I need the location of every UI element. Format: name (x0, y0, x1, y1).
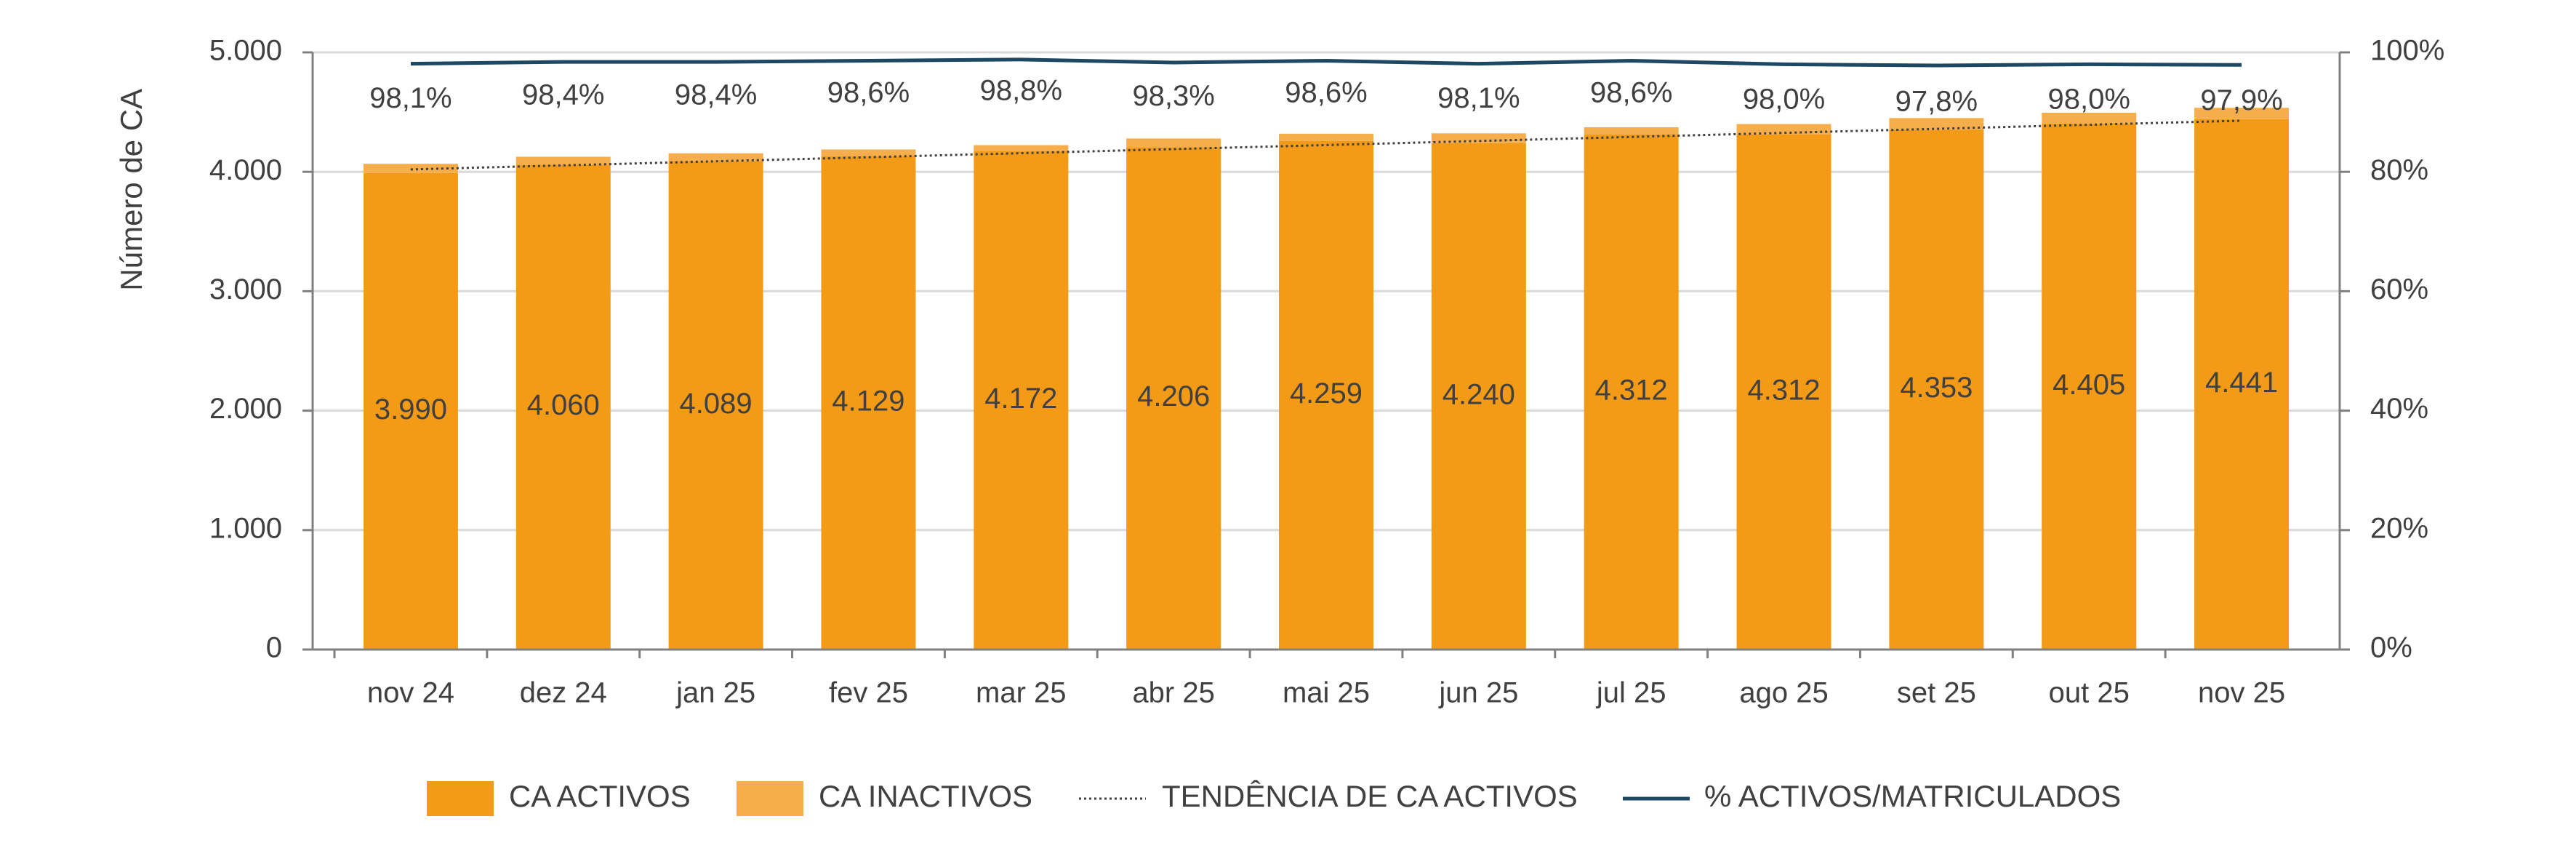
bar-ca-inactivos (821, 149, 916, 157)
y2-tick-label: 80% (2370, 154, 2428, 186)
bar-ca-inactivos (1889, 118, 1984, 130)
bar-ca-activos (2194, 119, 2290, 650)
y2-tick-label: 0% (2370, 632, 2412, 664)
x-tick-label: dez 24 (520, 677, 607, 709)
bar-ca-activos (2042, 123, 2137, 650)
bar-ca-activos (363, 172, 458, 650)
bar-data-label: 4.312 (1595, 375, 1668, 407)
pct-data-label: 98,6% (827, 77, 910, 109)
bar-ca-activos (821, 156, 916, 650)
bar-ca-activos (1889, 129, 1984, 650)
legend-label: TENDÊNCIA DE CA ACTIVOS (1162, 779, 1578, 813)
bar-data-label: 4.353 (1900, 372, 1973, 404)
bar-data-label: 4.441 (2205, 367, 2278, 399)
x-tick-label: set 25 (1897, 677, 1976, 709)
pct-data-label: 97,8% (1895, 86, 1978, 118)
x-tick-label: abr 25 (1132, 677, 1214, 709)
bar-ca-activos (1279, 140, 1373, 650)
pct-data-label: 98,0% (1743, 84, 1825, 116)
bar-ca-inactivos (974, 145, 1069, 151)
x-tick-label: out 25 (2049, 677, 2130, 709)
pct-data-label: 98,4% (675, 79, 757, 111)
bar-data-label: 3.990 (374, 393, 447, 425)
pct-data-label: 98,0% (2048, 84, 2130, 116)
bar-ca-activos (1736, 134, 1831, 650)
bar-ca-inactivos (1279, 133, 1373, 141)
bar-data-label: 4.089 (680, 388, 753, 420)
y-axis-title: Número de CA (114, 89, 148, 291)
bar-ca-activos (1584, 134, 1679, 650)
bar-data-label: 4.060 (527, 389, 600, 421)
bar-ca-inactivos (515, 156, 611, 165)
y-tick-label: 3.000 (209, 273, 282, 305)
bar-ca-inactivos (1736, 124, 1831, 135)
y-tick-label: 1.000 (209, 512, 282, 544)
y-tick-label: 5.000 (209, 35, 282, 67)
pct-data-label: 98,6% (1590, 77, 1672, 109)
bar-ca-activos (668, 161, 763, 650)
bar-data-label: 4.172 (984, 383, 1057, 415)
bar-ca-activos (1126, 147, 1221, 650)
bar-ca-activos (1431, 143, 1526, 650)
bar-ca-inactivos (2042, 112, 2137, 124)
pct-data-label: 98,4% (522, 79, 604, 111)
bar-ca-inactivos (1584, 127, 1679, 135)
pct-data-label: 98,6% (1285, 77, 1367, 109)
bar-ca-inactivos (668, 153, 763, 161)
bar-data-label: 4.312 (1747, 375, 1820, 407)
y2-tick-label: 60% (2370, 273, 2428, 305)
y2-tick-label: 100% (2370, 35, 2444, 67)
bar-ca-activos (974, 151, 1069, 650)
pct-data-label: 98,1% (369, 82, 452, 114)
pct-data-label: 98,1% (1437, 82, 1520, 114)
x-tick-label: ago 25 (1739, 677, 1828, 709)
bar-ca-inactivos (2194, 108, 2290, 119)
bar-ca-inactivos (1126, 138, 1221, 148)
x-tick-label: nov 24 (367, 677, 454, 709)
pct-data-label: 97,9% (2200, 84, 2282, 116)
x-tick-label: fev 25 (829, 677, 908, 709)
y-tick-label: 2.000 (209, 393, 282, 425)
y2-tick-label: 40% (2370, 393, 2428, 425)
bar-data-label: 4.259 (1290, 377, 1363, 409)
bar-ca-activos (515, 164, 611, 650)
legend-label: CA ACTIVOS (509, 779, 691, 813)
x-tick-label: jan 25 (675, 677, 755, 709)
legend-label: % ACTIVOS/MATRICULADOS (1704, 779, 2121, 813)
x-tick-label: jun 25 (1438, 677, 1518, 709)
bar-data-label: 4.206 (1137, 380, 1210, 412)
y-tick-label: 0 (266, 632, 282, 664)
x-tick-label: nov 25 (2198, 677, 2285, 709)
bar-data-label: 4.240 (1443, 378, 1515, 410)
legend-label: CA INACTIVOS (819, 779, 1032, 813)
line-pct-activos-matriculados (410, 57, 2242, 68)
y-tick-label: 4.000 (209, 154, 282, 186)
bar-data-label: 4.129 (832, 385, 904, 417)
x-tick-label: mai 25 (1283, 677, 1370, 709)
bar-data-label: 4.405 (2053, 369, 2125, 401)
y2-tick-label: 20% (2370, 512, 2428, 544)
legend-swatch (427, 781, 494, 816)
legend-swatch (737, 781, 803, 816)
pct-data-label: 98,3% (1132, 80, 1214, 112)
x-tick-label: mar 25 (976, 677, 1067, 709)
x-tick-label: jul 25 (1596, 677, 1666, 709)
pct-data-label: 98,8% (980, 75, 1062, 107)
